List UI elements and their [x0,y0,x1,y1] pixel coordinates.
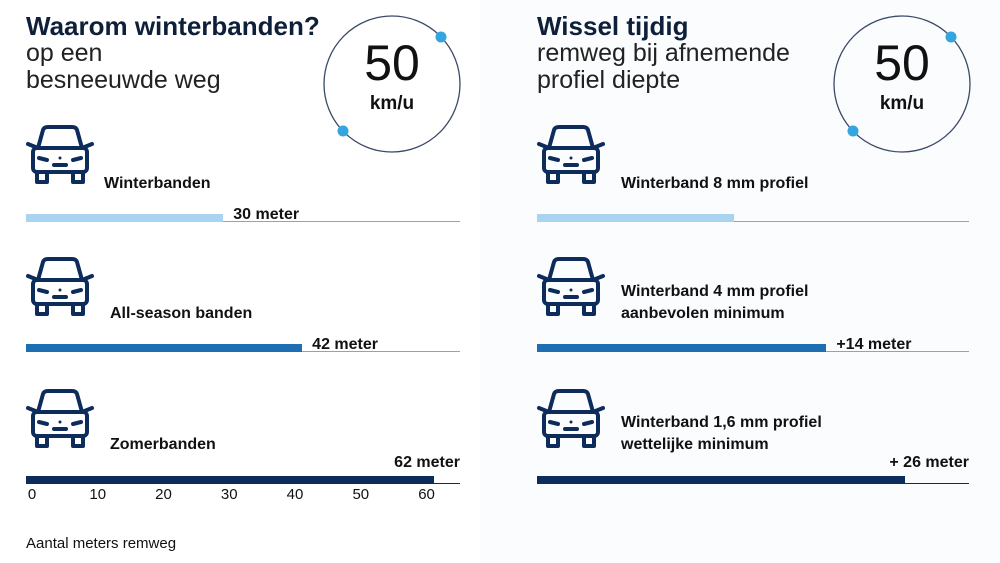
x-tick-label: 30 [220,486,238,503]
speed-ring-icon [323,15,461,153]
bar-2 [26,344,303,352]
row-label-allseason: All-season banden [110,305,253,322]
bar-2 [537,344,827,352]
right-panel: Wissel tijdig remweg bij afnemende profi… [480,0,1000,563]
row-label-winterbanden: Winterbanden [104,175,211,192]
speed-value: 50 [364,35,420,91]
x-tick-label: 10 [89,486,107,503]
row-label-8mm: Winterband 8 mm profiel [621,175,809,192]
speed-unit: km/u [879,93,925,114]
x-tick-label: 0 [27,486,37,503]
car-front-icon [537,124,605,186]
left-speed-badge: 50 km/u [322,14,462,154]
speed-value: 50 [874,35,930,91]
x-tick-label: 40 [286,486,304,503]
bar-1 [537,214,735,222]
row-label-zomerbanden: Zomerbanden [110,436,216,453]
right-speed-badge: 50 km/u [832,14,972,154]
left-subtitle: op een besneeuwde weg [26,39,221,94]
car-front-icon [26,124,94,186]
bar-value-label: + 26 meter [889,454,969,471]
right-title: Wissel tijdig [537,11,689,41]
bar-track [537,221,969,222]
x-tick-label: 20 [155,486,172,503]
car-front-icon [537,256,605,318]
car-front-icon [26,388,94,450]
bar-3 [26,476,434,484]
left-panel: Waarom winterbanden? op een besneeuwde w… [0,0,480,563]
bar-value-label: 62 meter [394,454,460,471]
x-axis-label: Aantal meters remweg [26,535,177,552]
speed-ring-icon [833,15,971,153]
bar-1 [26,214,224,222]
row-sublabel-16mm: wettelijke minimum [621,436,769,453]
bar-value-label: +14 meter [836,336,912,353]
speed-unit: km/u [369,93,415,114]
left-title: Waarom winterbanden? [26,11,320,41]
bar-3 [537,476,906,484]
row-label-4mm: Winterband 4 mm profiel [621,283,809,300]
bar-value-label: 30 meter [233,206,300,223]
car-front-icon [537,388,605,450]
right-subtitle: remweg bij afnemende profiel diepte [537,39,790,94]
x-tick-label: 50 [352,486,370,503]
car-front-icon [26,256,94,318]
row-sublabel-4mm: aanbevolen minimum [621,305,785,322]
bar-track [26,221,460,222]
bar-value-label: 42 meter [312,336,378,353]
x-tick-label: 60 [418,486,435,503]
row-label-16mm: Winterband 1,6 mm profiel [621,414,822,431]
